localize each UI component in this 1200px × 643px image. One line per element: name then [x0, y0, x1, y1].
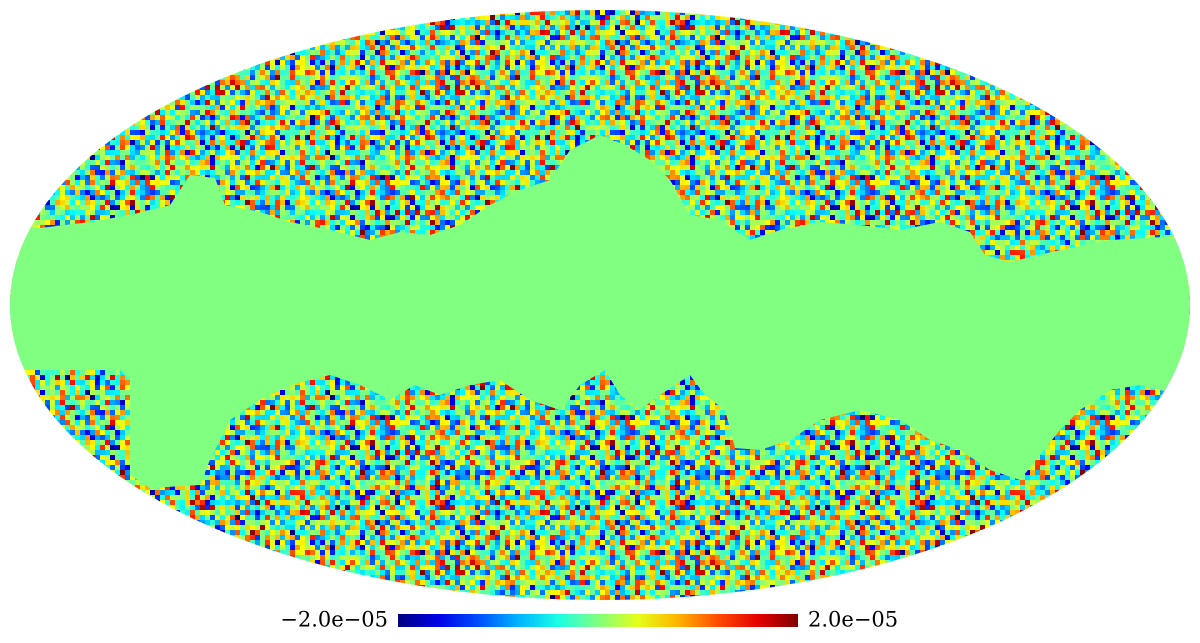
galactic-mask	[10, 135, 1190, 488]
colorbar	[398, 614, 798, 627]
colorbar-min-label: −2.0e−05	[280, 608, 388, 632]
colorbar-max-label: 2.0e−05	[808, 608, 898, 632]
sky-map	[10, 10, 1190, 600]
